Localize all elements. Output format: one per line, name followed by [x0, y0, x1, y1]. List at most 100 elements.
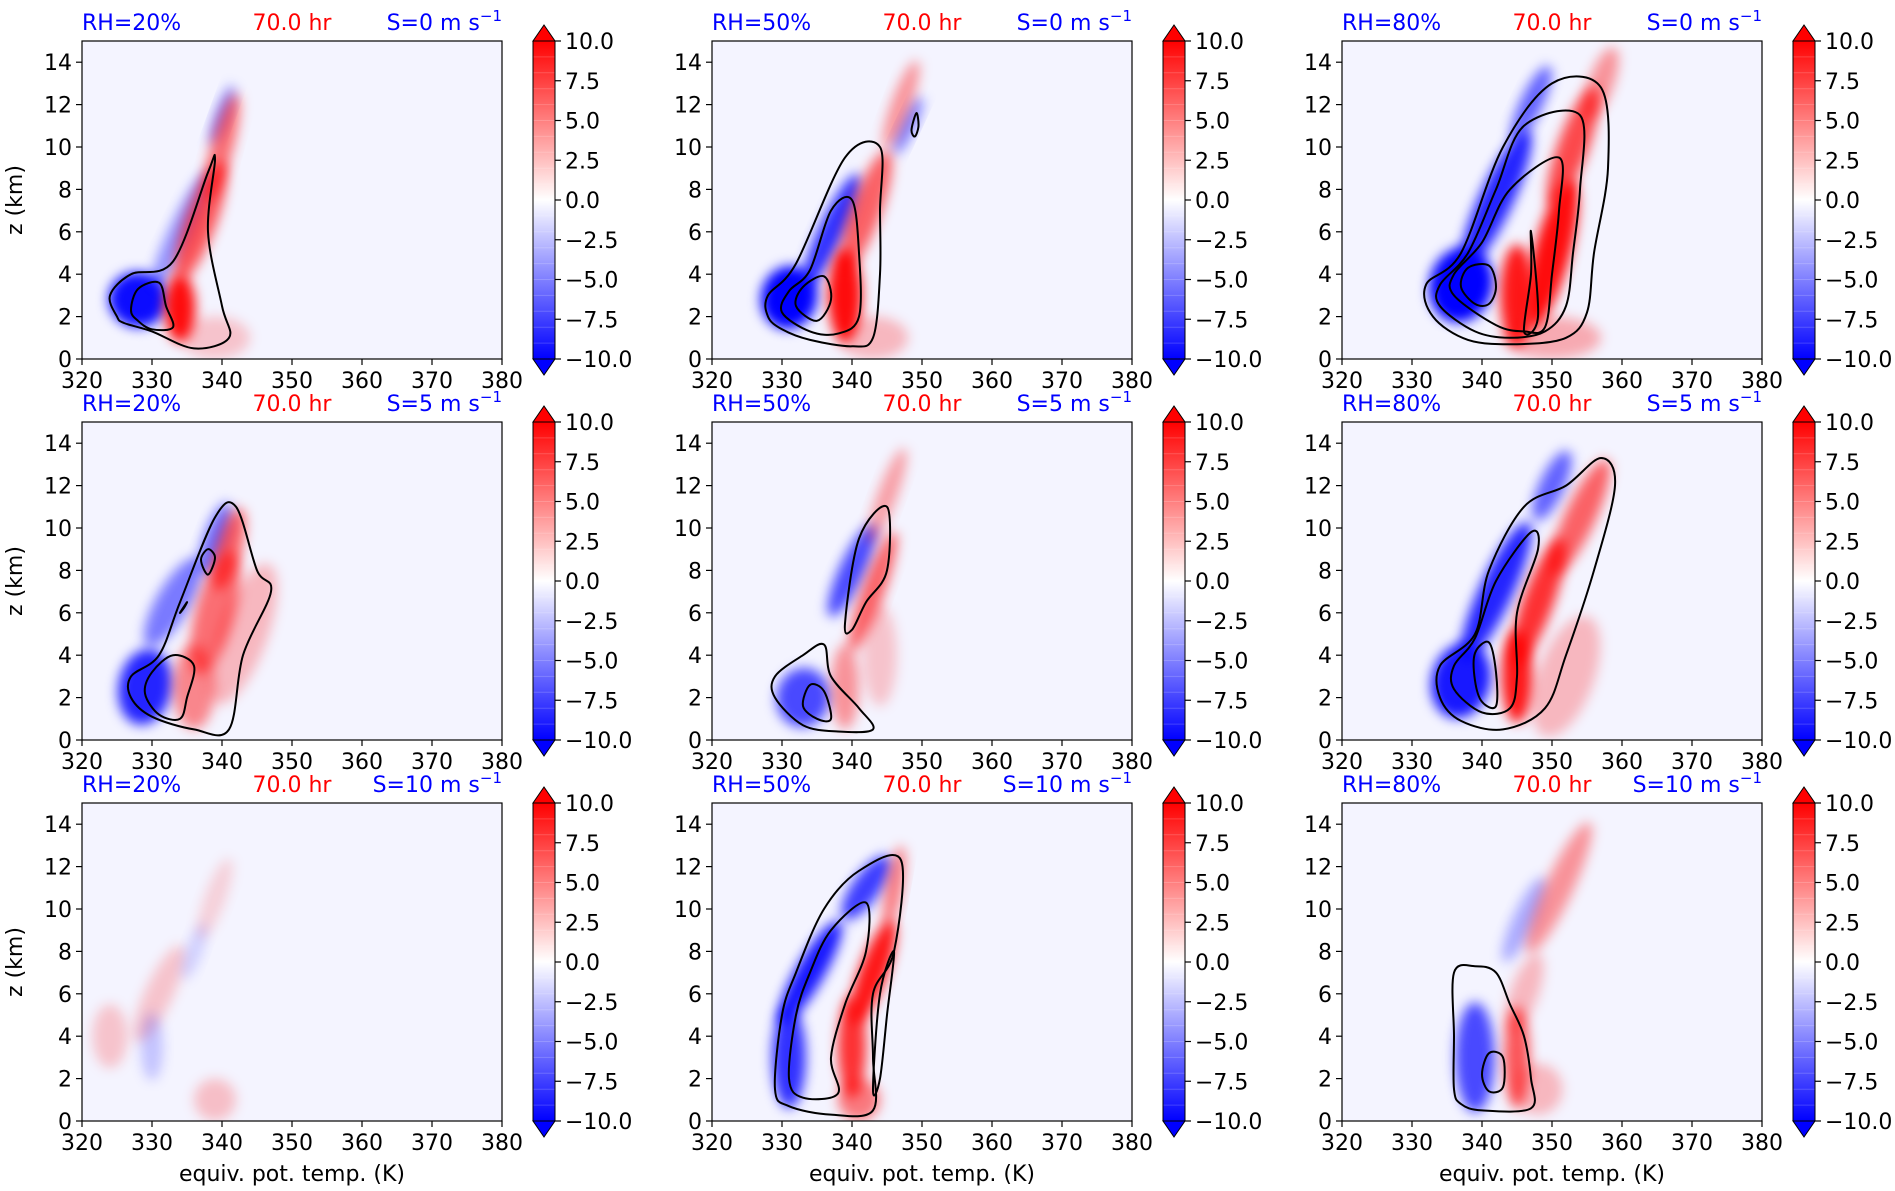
y-tick-label: 4 [1318, 263, 1332, 288]
contour-lines [773, 854, 904, 1118]
x-tick-label: 340 [831, 750, 873, 775]
colorbar-tick-label: 2.5 [1825, 149, 1860, 174]
positive-anomaly-4 [839, 150, 893, 271]
colorbar-tick-label: −7.5 [1195, 689, 1248, 714]
colorbar-extend-max [1792, 786, 1816, 804]
x-tick-label: 320 [691, 750, 733, 775]
negative-anomaly-0 [1430, 643, 1492, 719]
contour-0 [770, 642, 875, 734]
y-tick-label: 6 [1318, 983, 1332, 1008]
title-right-main: S=0 m s [387, 11, 480, 36]
colorbar-tick-label: −5.0 [1195, 269, 1248, 294]
colorbar-extend-max [532, 24, 556, 42]
panel-title-right: S=0 m s−1 [1647, 7, 1762, 36]
contour-1 [1480, 1050, 1506, 1094]
colorbar-gradient [1793, 803, 1815, 1121]
y-tick-label: 6 [58, 983, 72, 1008]
colorbar-gradient [1163, 422, 1185, 740]
plot-background [82, 803, 502, 1121]
y-tick-label: 10 [44, 517, 72, 542]
positive-anomaly-5 [1549, 459, 1611, 576]
colorbar-tick-label: −10.0 [1825, 1110, 1892, 1135]
contour-3 [1459, 263, 1498, 307]
panel-title-left: RH=50% [712, 773, 811, 798]
panel-r0c2: 320 330 340 350 360 370 380 0 2 4 6 8 10 12 14 RH=80% 70… [1304, 7, 1892, 394]
colorbar-tick-label: 0.0 [1195, 951, 1230, 976]
colorbar-tick-label: 2.5 [1825, 530, 1860, 555]
x-tick-label: 370 [1671, 369, 1713, 394]
x-tick-label: 370 [1041, 1131, 1083, 1156]
panel-r2c1: 320 330 340 350 360 370 380 0 2 4 6 8 10 12 14 RH=50% 70… [674, 769, 1262, 1187]
colorbar-tick-label: 5.0 [1825, 491, 1860, 516]
colorbar-tick-label: −2.5 [565, 991, 618, 1016]
panel-title-right: S=0 m s−1 [1017, 7, 1132, 36]
y-tick-label: 12 [674, 94, 702, 119]
panel-title-left: RH=20% [82, 11, 181, 36]
positive-anomaly-6 [838, 1078, 880, 1121]
panel-title-center: 70.0 hr [883, 773, 963, 798]
colorbar-tick-label: 7.5 [565, 70, 600, 95]
colorbar-tick-label: −10.0 [1195, 348, 1262, 373]
y-axis-label: z (km) [3, 927, 28, 997]
x-tick-label: 350 [1531, 750, 1573, 775]
colorbar: −10.0 −7.5 −5.0 −2.5 0.0 2.5 5.0 7.5 10.0 [532, 786, 632, 1138]
colorbar-gradient [1163, 803, 1185, 1121]
positive-anomaly-4 [850, 920, 896, 1025]
y-tick-label: 14 [44, 813, 72, 838]
y-tick-label: 14 [44, 432, 72, 457]
x-tick-label: 320 [61, 750, 103, 775]
colorbar-extend-min [1162, 1120, 1186, 1138]
colorbar-tick-label: 7.5 [565, 451, 600, 476]
x-tick-label: 360 [1601, 1131, 1643, 1156]
x-tick-label: 360 [971, 1131, 1013, 1156]
x-tick-label: 340 [1461, 750, 1503, 775]
y-tick-label: 0 [1318, 348, 1332, 373]
positive-anomaly-7 [1503, 316, 1601, 359]
colorbar-tick-label: 2.5 [1195, 911, 1230, 936]
colorbar-tick-label: 10.0 [1195, 30, 1244, 55]
colorbar-tick-label: −7.5 [1825, 1070, 1878, 1095]
y-tick-label: 4 [58, 644, 72, 669]
positive-anomaly-2 [831, 644, 859, 730]
y-tick-label: 4 [58, 1025, 72, 1050]
contour-2 [199, 548, 217, 576]
colorbar-extend-min [532, 739, 556, 757]
panel-title-left: RH=50% [712, 392, 811, 417]
colorbar-tick-label: 0.0 [1195, 570, 1230, 595]
y-tick-label: 4 [688, 644, 702, 669]
title-right-superscript: −1 [1740, 7, 1762, 25]
colorbar-tick-label: 10.0 [565, 30, 614, 55]
colorbar-tick-label: −5.0 [1825, 1031, 1878, 1056]
colorbar-tick-label: −7.5 [1195, 308, 1248, 333]
colorbar-tick-label: 2.5 [1195, 530, 1230, 555]
contour-1 [787, 901, 871, 1101]
contour-lines [764, 112, 920, 348]
contour-2 [871, 950, 896, 1097]
colorbar-tick-label: −10.0 [1195, 1110, 1262, 1135]
title-right-main: S=5 m s [1017, 392, 1110, 417]
contour-lines [108, 153, 232, 350]
title-right-superscript: −1 [1740, 769, 1762, 787]
colorbar-tick-label: 5.0 [1825, 110, 1860, 135]
x-tick-label: 340 [201, 750, 243, 775]
colorbar-gradient [1793, 41, 1815, 359]
colorbar: −10.0 −7.5 −5.0 −2.5 0.0 2.5 5.0 7.5 10.0 [1162, 786, 1262, 1138]
colorbar: −10.0 −7.5 −5.0 −2.5 0.0 2.5 5.0 7.5 10.0 [532, 24, 632, 376]
colorbar-extend-max [1162, 786, 1186, 804]
x-tick-label: 380 [1111, 1131, 1153, 1156]
y-axis-label: z (km) [3, 546, 28, 616]
x-tick-label: 360 [1601, 369, 1643, 394]
negative-anomaly-2 [198, 502, 232, 575]
y-tick-label: 8 [58, 940, 72, 965]
panel-r0c1: 320 330 340 350 360 370 380 0 2 4 6 8 10 12 14 RH=50% 70… [674, 7, 1262, 394]
title-right-superscript: −1 [480, 388, 502, 406]
y-tick-label: 8 [58, 178, 72, 203]
colorbar-tick-label: 0.0 [565, 570, 600, 595]
colorbar-tick-label: −10.0 [1825, 348, 1892, 373]
y-tick-label: 2 [688, 1068, 702, 1093]
colorbar-tick-label: 2.5 [565, 911, 600, 936]
colorbar-tick-label: −7.5 [1825, 689, 1878, 714]
x-tick-label: 320 [691, 1131, 733, 1156]
title-right-main: S=5 m s [1647, 392, 1740, 417]
colorbar-extend-max [1792, 405, 1816, 423]
